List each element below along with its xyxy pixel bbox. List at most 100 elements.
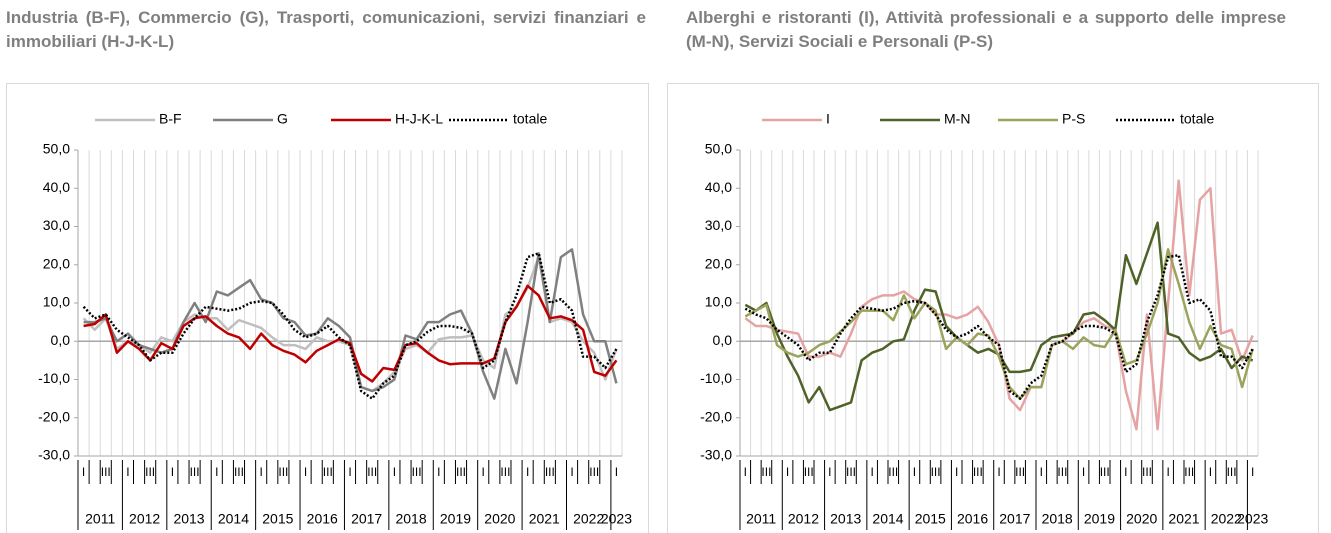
x-tick-label: I xyxy=(1251,465,1254,479)
x-tick-label: III xyxy=(804,465,814,479)
y-tick-label: -30,0 xyxy=(38,447,70,463)
x-tick-label: III xyxy=(545,465,555,479)
x-tick-label: III xyxy=(190,465,200,479)
year-label: 2023 xyxy=(601,511,632,527)
x-tick-label: III xyxy=(1100,465,1110,479)
y-tick-label: 10,0 xyxy=(705,294,732,310)
legend-label: totale xyxy=(1180,111,1214,127)
series-line xyxy=(82,255,618,393)
year-label: 2019 xyxy=(1084,511,1115,527)
legend-label: M-N xyxy=(944,111,970,127)
y-tick-label: 40,0 xyxy=(43,179,70,195)
chart-frame xyxy=(6,83,649,533)
year-label: 2012 xyxy=(129,511,160,527)
y-tick-label: 20,0 xyxy=(705,255,732,271)
series-line xyxy=(744,248,1254,400)
y-tick-label: 30,0 xyxy=(705,217,732,233)
x-tick-label: III xyxy=(1142,465,1152,479)
x-tick-label: I xyxy=(828,465,831,479)
year-label: 2018 xyxy=(1042,511,1073,527)
y-tick-label: 0,0 xyxy=(51,332,71,348)
year-label: 2020 xyxy=(1126,511,1157,527)
x-tick-label: III xyxy=(101,465,111,479)
year-label: 2020 xyxy=(484,511,515,527)
legend-label: P-S xyxy=(1062,111,1085,127)
x-tick-label: I xyxy=(615,465,618,479)
x-tick-label: I xyxy=(304,465,307,479)
year-label: 2014 xyxy=(872,511,903,527)
x-tick-label: III xyxy=(278,465,288,479)
x-tick-label: III xyxy=(412,465,422,479)
legend-label: H-J-K-L xyxy=(395,111,443,127)
x-tick-label: I xyxy=(482,465,485,479)
year-label: 2011 xyxy=(746,511,776,527)
x-tick-label: III xyxy=(973,465,983,479)
x-tick-label: I xyxy=(1209,465,1212,479)
chart-title: Industria (B-F), Commercio (G), Trasport… xyxy=(6,8,646,51)
year-label: 2022 xyxy=(1211,511,1242,527)
x-tick-label: III xyxy=(145,465,155,479)
chart-frame xyxy=(667,83,1319,533)
year-label: 2022 xyxy=(573,511,604,527)
year-label: 2013 xyxy=(173,511,204,527)
y-tick-label: 50,0 xyxy=(43,141,70,157)
series-line xyxy=(744,221,1254,412)
year-label: 2012 xyxy=(788,511,819,527)
year-label: 2017 xyxy=(351,511,382,527)
x-tick-label: I xyxy=(570,465,573,479)
x-tick-label: I xyxy=(1124,465,1127,479)
x-tick-label: I xyxy=(1040,465,1043,479)
y-tick-label: -10,0 xyxy=(700,370,732,386)
x-tick-label: I xyxy=(437,465,440,479)
year-label: 2016 xyxy=(307,511,338,527)
chart-title: Alberghi e ristoranti (I), Attività prof… xyxy=(686,8,1286,51)
x-tick-label: I xyxy=(260,465,263,479)
y-tick-label: -20,0 xyxy=(700,408,732,424)
x-tick-label: I xyxy=(348,465,351,479)
x-tick-label: III xyxy=(1184,465,1194,479)
y-tick-label: -30,0 xyxy=(700,447,732,463)
x-tick-label: III xyxy=(589,465,599,479)
x-tick-label: I xyxy=(126,465,129,479)
year-label: 2018 xyxy=(395,511,426,527)
x-tick-label: I xyxy=(786,465,789,479)
y-tick-label: 20,0 xyxy=(43,255,70,271)
series-line xyxy=(82,252,618,400)
year-label: 2019 xyxy=(440,511,471,527)
year-label: 2017 xyxy=(999,511,1030,527)
x-tick-label: I xyxy=(1166,465,1169,479)
legend-label: G xyxy=(277,111,288,127)
x-tick-label: III xyxy=(500,465,510,479)
x-tick-label: III xyxy=(846,465,856,479)
x-tick-label: III xyxy=(888,465,898,479)
x-tick-label: III xyxy=(1015,465,1025,479)
x-tick-label: I xyxy=(955,465,958,479)
series-line xyxy=(744,253,1254,400)
x-tick-label: I xyxy=(171,465,174,479)
year-label: 2015 xyxy=(915,511,946,527)
legend-label: I xyxy=(826,111,830,127)
year-label: 2021 xyxy=(1168,511,1199,527)
year-label: 2014 xyxy=(218,511,249,527)
x-tick-label: I xyxy=(997,465,1000,479)
year-label: 2023 xyxy=(1237,511,1268,527)
x-tick-label: III xyxy=(931,465,941,479)
x-tick-label: I xyxy=(82,465,85,479)
x-tick-label: III xyxy=(234,465,244,479)
x-tick-label: I xyxy=(744,465,747,479)
series-line xyxy=(83,284,618,383)
x-tick-label: I xyxy=(1082,465,1085,479)
year-label: 2013 xyxy=(830,511,861,527)
y-tick-label: 50,0 xyxy=(705,141,732,157)
year-label: 2011 xyxy=(85,511,115,527)
series-line xyxy=(83,248,618,400)
y-tick-label: -10,0 xyxy=(38,370,70,386)
y-tick-label: 30,0 xyxy=(43,217,70,233)
y-tick-label: -20,0 xyxy=(38,408,70,424)
x-tick-label: III xyxy=(1057,465,1067,479)
year-label: 2021 xyxy=(529,511,560,527)
x-tick-label: I xyxy=(870,465,873,479)
x-tick-label: I xyxy=(526,465,529,479)
legend-label: totale xyxy=(513,111,547,127)
